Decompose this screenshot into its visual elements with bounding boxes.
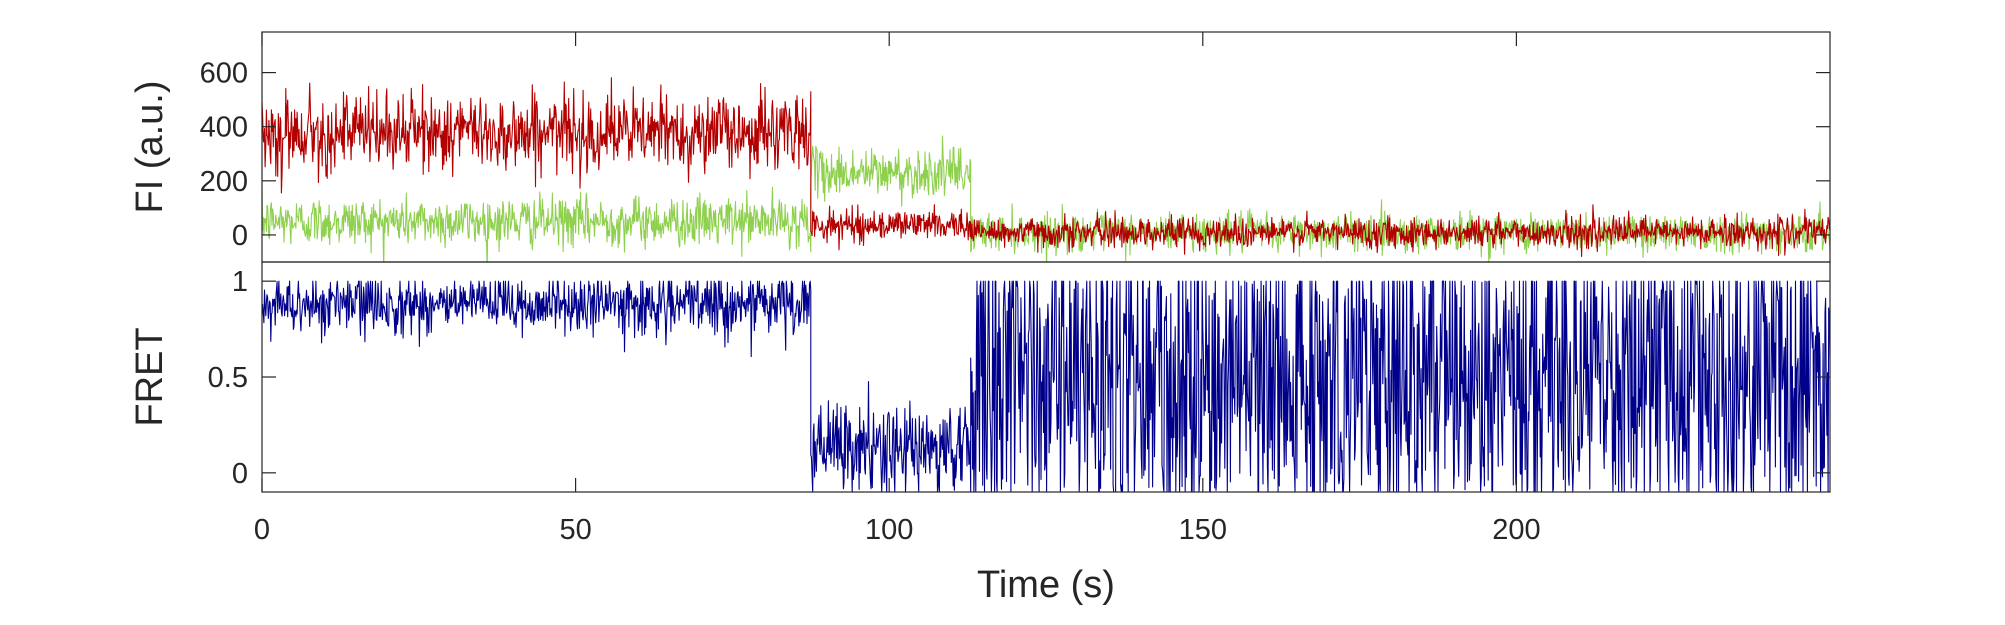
fret-y-axis-title: FRET [129, 327, 171, 426]
fret-trace-1 [262, 280, 1830, 492]
x-tick-label: 150 [1179, 514, 1227, 546]
y-tick-label: 0 [232, 220, 248, 252]
y-tick-label: 0 [232, 458, 248, 490]
x-axis-title: Time (s) [977, 564, 1115, 606]
y-tick-label: 0.5 [208, 362, 248, 394]
fluorescence-trace-2 [262, 77, 1830, 258]
fret-panel: 0 0.5 1 0 50 100 150 200 FRET Time (s) [129, 32, 1831, 606]
x-tick-label: 50 [559, 514, 591, 546]
y-tick-label: 1 [232, 266, 248, 298]
fluorescence-panel: 0 200 400 600 FI (a.u.) [129, 31, 1831, 263]
x-tick-label: 200 [1492, 514, 1540, 546]
y-tick-label: 200 [200, 166, 248, 198]
y-tick-label: 600 [200, 58, 248, 90]
y-tick-label: 400 [200, 112, 248, 144]
x-tick-label: 100 [865, 514, 913, 546]
fluorescence-y-axis-title: FI (a.u.) [129, 80, 171, 213]
x-tick-label: 0 [254, 514, 270, 546]
